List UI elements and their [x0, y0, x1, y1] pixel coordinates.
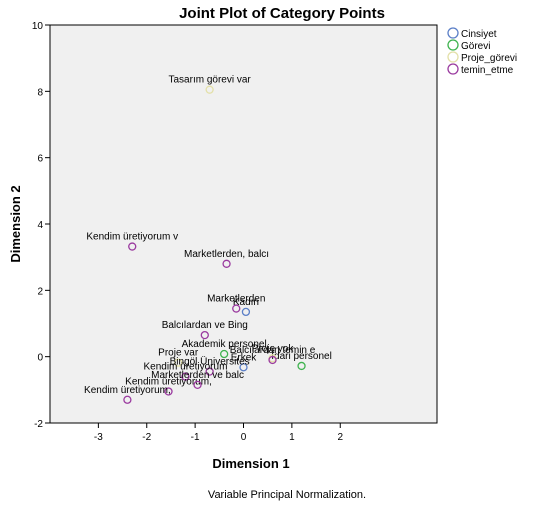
point-label: Balcılardan ve Bing: [162, 320, 248, 331]
x-tick-label: -1: [191, 432, 200, 443]
legend-marker: [448, 28, 458, 38]
y-tick-label: 2: [37, 286, 43, 297]
legend-label: temin_etme: [461, 65, 514, 76]
y-tick-label: 8: [37, 87, 43, 98]
chart-title: Joint Plot of Category Points: [179, 5, 385, 22]
x-tick-label: -3: [94, 432, 103, 443]
x-tick-label: 2: [337, 432, 343, 443]
y-tick-label: -2: [34, 419, 43, 430]
y-tick-label: 0: [37, 353, 43, 364]
chart-footnote: Variable Principal Normalization.: [208, 489, 366, 501]
legend-label: Cinsiyet: [461, 29, 497, 40]
y-tick-label: 6: [37, 154, 43, 165]
legend-marker: [448, 64, 458, 74]
point-label: Kendim üretiyorum,: [84, 385, 171, 396]
y-tick-label: 10: [32, 21, 44, 32]
legend-label: Proje_görevi: [461, 53, 517, 64]
y-tick-label: 4: [37, 220, 43, 231]
point-label: Kendim üretiyorum v: [86, 232, 178, 243]
x-tick-label: 1: [289, 432, 295, 443]
x-tick-label: -2: [142, 432, 151, 443]
point-label: Balcılardan temin e: [230, 345, 316, 356]
legend-marker: [448, 40, 458, 50]
legend-marker: [448, 52, 458, 62]
point-label: Marketlerden: [207, 294, 265, 305]
y-axis-title: Dimension 2: [8, 185, 23, 262]
x-axis-title: Dimension 1: [212, 456, 289, 471]
legend-label: Görevi: [461, 41, 490, 52]
point-label: Marketlerden, balcı: [184, 249, 269, 260]
point-label: Tasarım görevi var: [169, 75, 252, 86]
x-tick-label: 0: [241, 432, 247, 443]
point-label: Marketlerden ve balc: [151, 370, 244, 381]
